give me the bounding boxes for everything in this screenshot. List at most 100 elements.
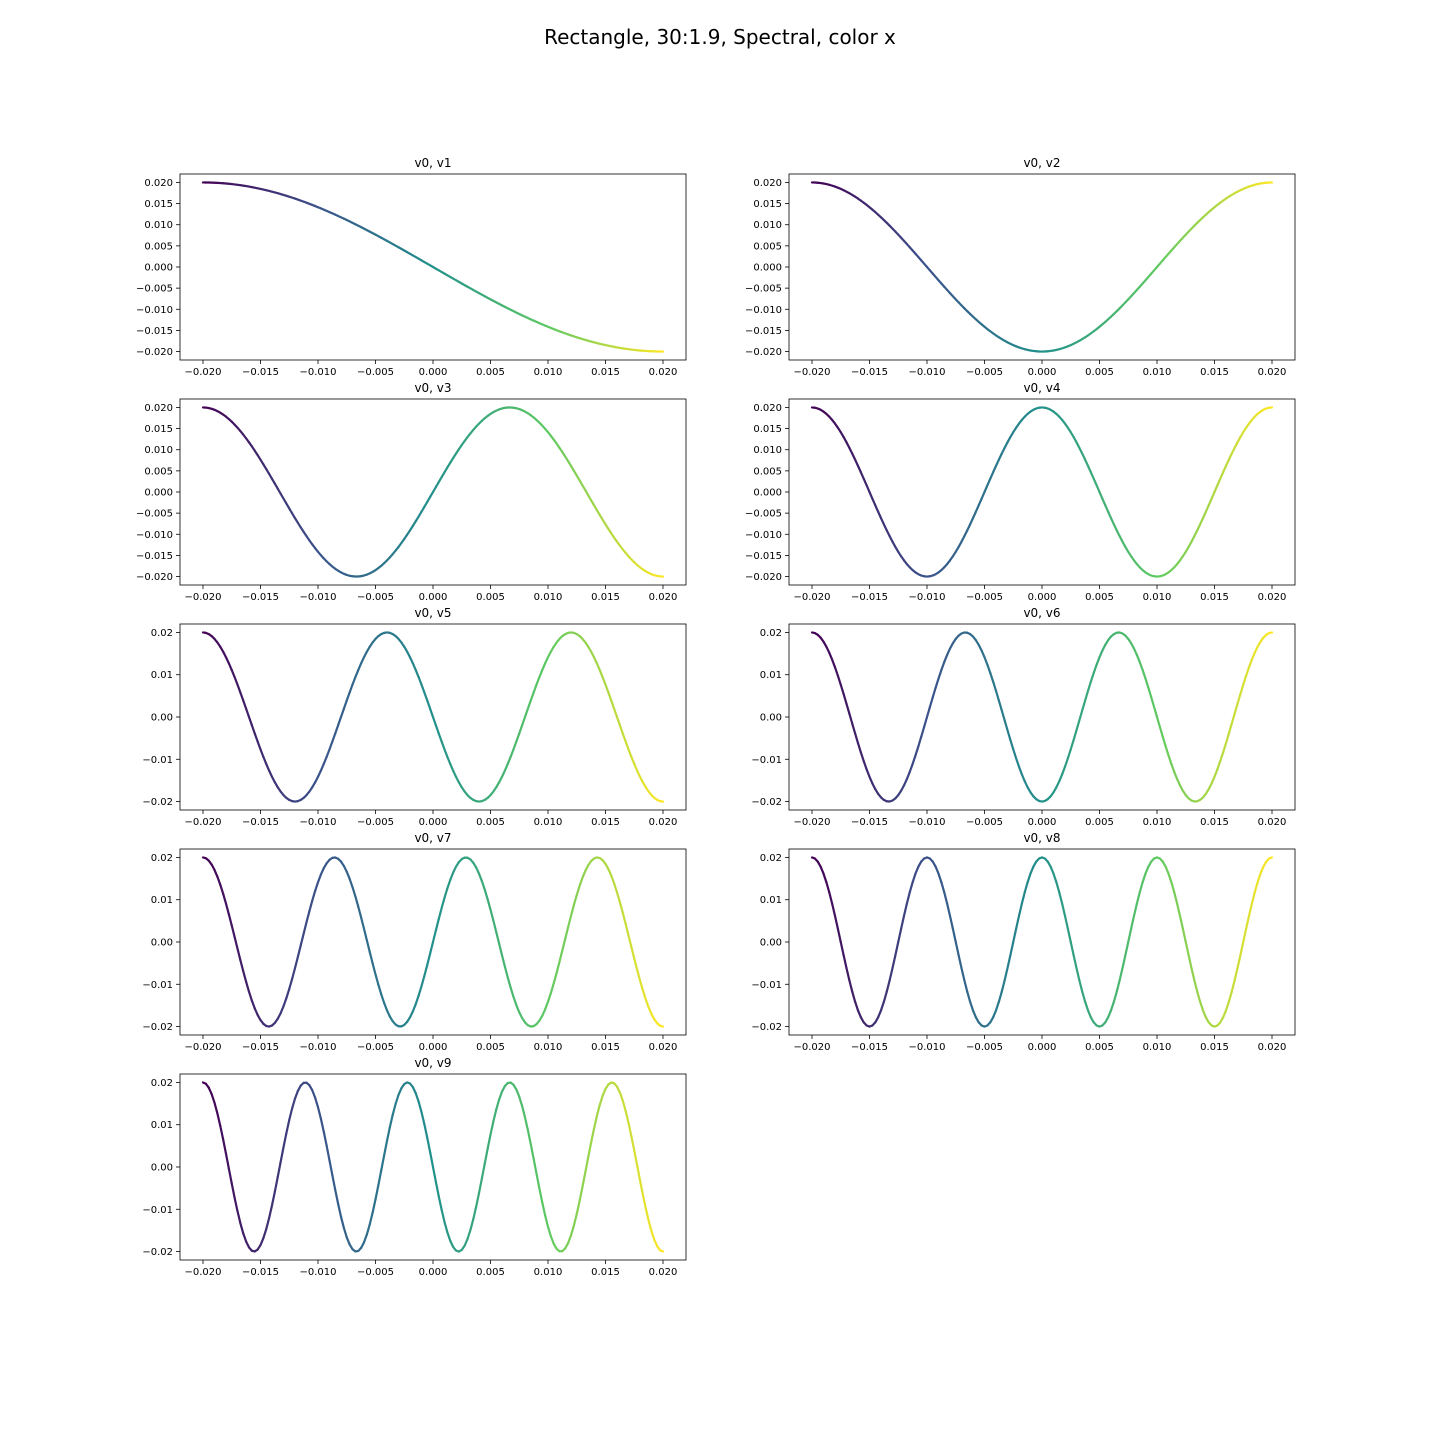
curve-segment bbox=[529, 1142, 535, 1160]
curve-segment bbox=[222, 1138, 228, 1155]
curve-segment bbox=[917, 735, 923, 748]
curve-segment bbox=[1003, 967, 1009, 982]
x-tick-label: 0.010 bbox=[534, 817, 563, 828]
curve-segment bbox=[1003, 719, 1009, 732]
y-tick-label: −0.010 bbox=[745, 530, 782, 541]
curve-segment bbox=[1224, 1000, 1230, 1012]
curve-segment bbox=[931, 686, 937, 699]
curve-segment bbox=[1020, 891, 1026, 905]
subplot-title: v0, v1 bbox=[414, 156, 451, 170]
y-tick-label: 0.010 bbox=[753, 220, 782, 231]
curve-segment bbox=[348, 877, 354, 889]
curve-segment bbox=[417, 985, 423, 997]
curve-segment bbox=[558, 949, 564, 963]
curve-segment bbox=[859, 471, 865, 480]
curve-segment bbox=[1063, 757, 1069, 768]
curve-segment bbox=[971, 1009, 977, 1019]
curve-segment bbox=[604, 683, 610, 694]
x-tick-label: −0.005 bbox=[966, 367, 1003, 378]
y-tick-label: 0.01 bbox=[151, 1120, 173, 1131]
curve-segment bbox=[610, 874, 616, 885]
curve-segment bbox=[615, 715, 621, 727]
curve-segment bbox=[1112, 990, 1118, 1003]
curve-segment bbox=[854, 732, 860, 745]
curve-segment bbox=[1066, 748, 1072, 760]
curve-segment bbox=[581, 869, 587, 879]
subplot-v0-v2: v0, v2 −0.020 −0.015 −0.010 −0.005 0.000 0.005… bbox=[745, 156, 1296, 378]
curve-segment bbox=[348, 683, 354, 694]
curve-segment bbox=[1063, 914, 1069, 930]
curve-segment bbox=[647, 1006, 653, 1016]
curve-segment bbox=[219, 1124, 225, 1141]
curve-segment bbox=[1253, 881, 1259, 894]
curve-segment bbox=[265, 762, 271, 772]
curve-segment bbox=[1239, 940, 1245, 957]
y-tick-label: −0.005 bbox=[136, 284, 173, 295]
x-tick-label: 0.020 bbox=[649, 367, 678, 378]
x-tick-label: 0.015 bbox=[1200, 367, 1229, 378]
curve-segment bbox=[601, 1087, 607, 1097]
curve-segment bbox=[492, 919, 498, 934]
y-tick-label: −0.01 bbox=[751, 980, 782, 991]
curve-segment bbox=[443, 887, 449, 899]
curve-segment bbox=[911, 754, 917, 766]
curve-segment bbox=[230, 924, 236, 939]
curve-segment bbox=[256, 740, 262, 751]
x-tick-label: 0.000 bbox=[419, 1042, 448, 1053]
curve-segment bbox=[216, 1112, 222, 1127]
curve-segment bbox=[443, 1220, 449, 1234]
curve-segment bbox=[515, 1004, 521, 1014]
curve-segment bbox=[345, 870, 351, 880]
curve-segment bbox=[828, 891, 834, 905]
subplot-title: v0, v2 bbox=[1023, 156, 1060, 170]
curve-segment bbox=[1138, 660, 1144, 672]
curve-segment bbox=[1193, 979, 1199, 993]
curve-segment bbox=[391, 1102, 397, 1116]
curve-segment bbox=[618, 724, 624, 735]
curve-segment bbox=[851, 722, 857, 735]
axes-frame bbox=[788, 173, 1296, 361]
curve-segment bbox=[561, 937, 567, 952]
curve-segment bbox=[1130, 914, 1136, 930]
curve-segment bbox=[305, 910, 311, 924]
curve-segment bbox=[595, 1103, 601, 1118]
curve-segment bbox=[1245, 914, 1251, 930]
curve-segment bbox=[503, 762, 509, 772]
curve-segment bbox=[879, 1000, 885, 1012]
x-tick-label: 0.020 bbox=[1258, 592, 1287, 603]
curve-segment bbox=[259, 1237, 265, 1247]
curve-segment bbox=[357, 662, 363, 672]
curve-segment bbox=[434, 724, 440, 735]
curve-segment bbox=[227, 913, 233, 927]
curve-segment bbox=[316, 873, 322, 884]
curve-segment bbox=[279, 1005, 285, 1015]
curve-segment bbox=[354, 895, 360, 908]
curve-segment bbox=[1135, 891, 1141, 905]
y-tick-label: −0.020 bbox=[745, 347, 782, 358]
curve-segment bbox=[1069, 738, 1075, 751]
curve-segment bbox=[1012, 927, 1018, 944]
curve-segment bbox=[822, 872, 828, 884]
curve-segment bbox=[865, 484, 871, 494]
curve-segment bbox=[567, 914, 573, 929]
curve-segment bbox=[368, 1211, 374, 1226]
curve-segment bbox=[914, 865, 920, 875]
curve-segment bbox=[1153, 705, 1159, 719]
curve-segment bbox=[328, 740, 334, 751]
curve-segment bbox=[311, 1089, 317, 1099]
curve-segment bbox=[538, 668, 544, 679]
curve-segment bbox=[489, 908, 495, 922]
curve-segment bbox=[466, 1229, 472, 1241]
curve-segment bbox=[1176, 777, 1182, 787]
curve-segment bbox=[374, 1184, 380, 1201]
curve-segment bbox=[500, 769, 506, 778]
curve-segment bbox=[905, 891, 911, 905]
y-tick-label: −0.020 bbox=[136, 347, 173, 358]
curve-segment bbox=[345, 1236, 351, 1246]
curve-segment bbox=[641, 1193, 647, 1210]
curve-segment bbox=[285, 1118, 291, 1135]
curve-segment bbox=[334, 724, 340, 735]
y-tick-label: 0.015 bbox=[753, 199, 782, 210]
curve-segment bbox=[1196, 990, 1202, 1003]
curve-segment bbox=[1132, 902, 1138, 917]
